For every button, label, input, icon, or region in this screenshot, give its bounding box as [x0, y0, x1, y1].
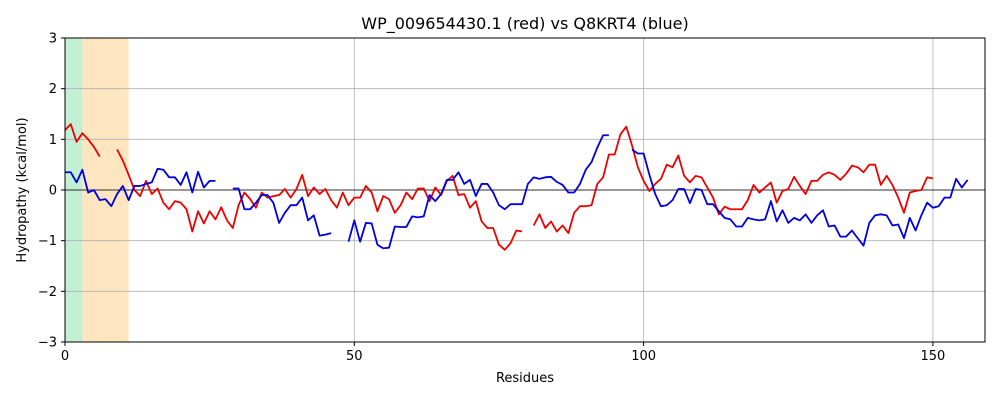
x-tick-label: 50 [346, 349, 363, 364]
y-tick-label: 0 [49, 184, 57, 199]
series-layer [64, 123, 969, 251]
y-tick-label: −2 [38, 285, 57, 300]
series-line-0 [64, 123, 934, 251]
y-tick-label: −1 [38, 234, 57, 249]
y-tick-label: 2 [49, 82, 57, 97]
y-axis-label: Hydropathy (kcal/mol) [15, 117, 30, 262]
x-tick-label: 150 [921, 349, 946, 364]
series-line-1 [65, 134, 969, 250]
chart-title: WP_009654430.1 (red) vs Q8KRT4 (blue) [361, 14, 688, 34]
x-axis-label: Residues [496, 371, 554, 386]
x-axis-ticks: 0 50 100 150 [61, 342, 945, 364]
y-tick-label: −3 [38, 336, 57, 351]
y-tick-label: 1 [49, 133, 57, 148]
y-axis-ticks: −3 −2 −1 0 1 2 3 [38, 32, 65, 351]
x-tick-label: 0 [61, 349, 69, 364]
x-tick-label: 100 [631, 349, 656, 364]
y-tick-label: 3 [49, 32, 57, 47]
